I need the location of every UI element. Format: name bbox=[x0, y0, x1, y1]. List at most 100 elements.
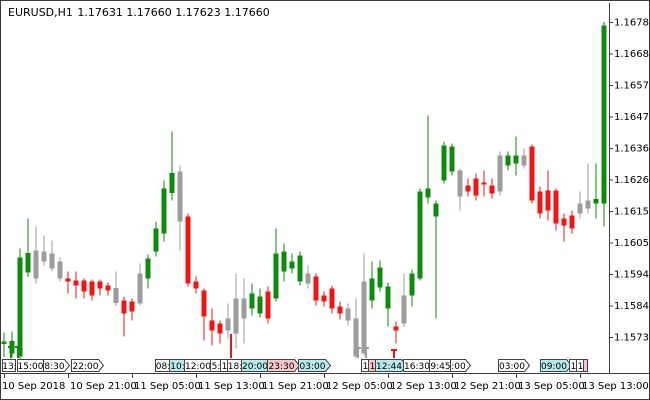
candle bbox=[313, 273, 319, 306]
time-tick-label: 10 Sep 21:00 bbox=[70, 381, 137, 392]
price-tick-label: 1.15945 bbox=[614, 270, 650, 281]
event-tag[interactable]: 12:44 bbox=[375, 359, 408, 373]
event-tags[interactable]: 13: 15:00 8:30 22:00 08: 10: 12:00 5: 1 18: 20:00 2… bbox=[2, 359, 588, 373]
event-tag[interactable]: 18: bbox=[227, 359, 243, 373]
event-tag[interactable]: 09:00 bbox=[540, 359, 573, 373]
price-tick-label: 1.16680 bbox=[614, 49, 650, 60]
candle bbox=[441, 141, 447, 184]
candle bbox=[569, 210, 575, 234]
event-tag[interactable]: 08: bbox=[155, 359, 171, 373]
event-tag[interactable]: :00 bbox=[450, 359, 472, 373]
candle bbox=[497, 151, 503, 196]
time-tick-label: 10 Sep 2018 bbox=[2, 381, 65, 392]
event-tag[interactable]: 22:00 bbox=[71, 359, 105, 373]
candle bbox=[129, 298, 135, 321]
candle bbox=[241, 278, 247, 344]
candle bbox=[529, 144, 535, 204]
event-tag[interactable]: 8:30 bbox=[43, 359, 71, 373]
event-tag[interactable]: 1 bbox=[220, 359, 228, 373]
event-tag[interactable]: 10: bbox=[169, 359, 185, 373]
candle bbox=[369, 261, 375, 309]
price-tick-label: 1.16260 bbox=[614, 175, 650, 186]
candle bbox=[281, 243, 287, 282]
event-tag[interactable]: 1 bbox=[368, 359, 376, 373]
candle bbox=[401, 273, 407, 327]
event-tag-label: 5: bbox=[212, 362, 221, 372]
candle bbox=[33, 226, 39, 284]
candle bbox=[17, 248, 23, 360]
chart-title-symbol: EURUSD,H1 bbox=[8, 6, 73, 19]
candle bbox=[81, 278, 87, 299]
candle bbox=[537, 186, 543, 219]
event-tag[interactable]: 1 bbox=[576, 359, 584, 373]
candle bbox=[73, 271, 79, 299]
event-tag-label: 12:00 bbox=[185, 362, 211, 372]
event-marker-cap bbox=[363, 347, 369, 349]
candle bbox=[41, 235, 47, 266]
candle bbox=[449, 143, 455, 176]
candle bbox=[409, 269, 415, 307]
event-tag[interactable] bbox=[583, 359, 588, 372]
candle bbox=[113, 271, 119, 307]
event-tag-label: 03:00 bbox=[300, 362, 326, 372]
event-tag-label: 08: bbox=[156, 362, 170, 372]
event-tag-label: 1 bbox=[578, 362, 584, 372]
candle bbox=[177, 165, 183, 251]
time-tick-label: 13 Sep 13:00 bbox=[582, 381, 649, 392]
candle bbox=[577, 191, 583, 219]
candle bbox=[161, 180, 167, 242]
candle bbox=[297, 251, 303, 286]
event-tag[interactable]: 20:00 bbox=[241, 359, 269, 373]
candle bbox=[57, 257, 63, 282]
event-tag-label: 1 bbox=[370, 362, 376, 372]
candle bbox=[505, 151, 511, 171]
candle bbox=[601, 22, 607, 227]
candle bbox=[209, 308, 215, 346]
event-marker-line bbox=[365, 347, 367, 358]
candle bbox=[89, 279, 95, 301]
event-tag[interactable]: 1 bbox=[361, 359, 369, 373]
price-axis[interactable]: 1.16785 1.16680 1.16575 1.16470 1.16365 1.162… bbox=[609, 3, 650, 373]
event-tag[interactable]: 03:00 bbox=[498, 359, 531, 373]
candle bbox=[25, 218, 31, 277]
candle bbox=[353, 298, 359, 359]
candle bbox=[105, 282, 111, 296]
candle bbox=[361, 253, 367, 356]
event-tag-label: 22:00 bbox=[73, 362, 99, 372]
event-marker-line bbox=[357, 347, 359, 358]
price-tick-label: 1.15735 bbox=[614, 333, 650, 344]
candle bbox=[249, 283, 255, 316]
event-marker-cap bbox=[15, 346, 21, 348]
event-tag-label: 1 bbox=[571, 362, 577, 372]
time-tick-label: 11 Sep 21:00 bbox=[262, 381, 329, 392]
event-tag[interactable]: 23:30 bbox=[267, 359, 301, 373]
price-tick-label: 1.16365 bbox=[614, 144, 650, 155]
candle bbox=[185, 213, 191, 287]
event-tag-label: 1 bbox=[222, 362, 228, 372]
event-tag-label: 12:44 bbox=[376, 362, 402, 372]
event-tag-label: 23:30 bbox=[269, 362, 295, 372]
candle bbox=[233, 273, 239, 349]
candle bbox=[201, 288, 207, 341]
event-tag-label: :00 bbox=[451, 362, 466, 372]
event-tag-label: 03:00 bbox=[499, 362, 525, 372]
candle bbox=[545, 170, 551, 221]
candle bbox=[225, 303, 231, 339]
candle bbox=[561, 213, 567, 242]
event-tag[interactable]: 5: bbox=[210, 359, 221, 373]
event-marker-cap bbox=[391, 349, 397, 351]
candle bbox=[217, 320, 223, 344]
candle bbox=[489, 178, 495, 199]
candle bbox=[49, 240, 55, 272]
event-tag-label: 9:45 bbox=[430, 362, 450, 372]
candle bbox=[513, 136, 519, 176]
chart-title: EURUSD,H1 1.17631 1.17660 1.17623 1.1766… bbox=[8, 6, 270, 19]
event-tag[interactable]: 1 bbox=[569, 359, 577, 373]
candle bbox=[473, 173, 479, 201]
event-tag[interactable]: 13: bbox=[2, 359, 17, 373]
candle bbox=[433, 200, 439, 319]
event-tag[interactable]: 03:00 bbox=[298, 359, 332, 373]
